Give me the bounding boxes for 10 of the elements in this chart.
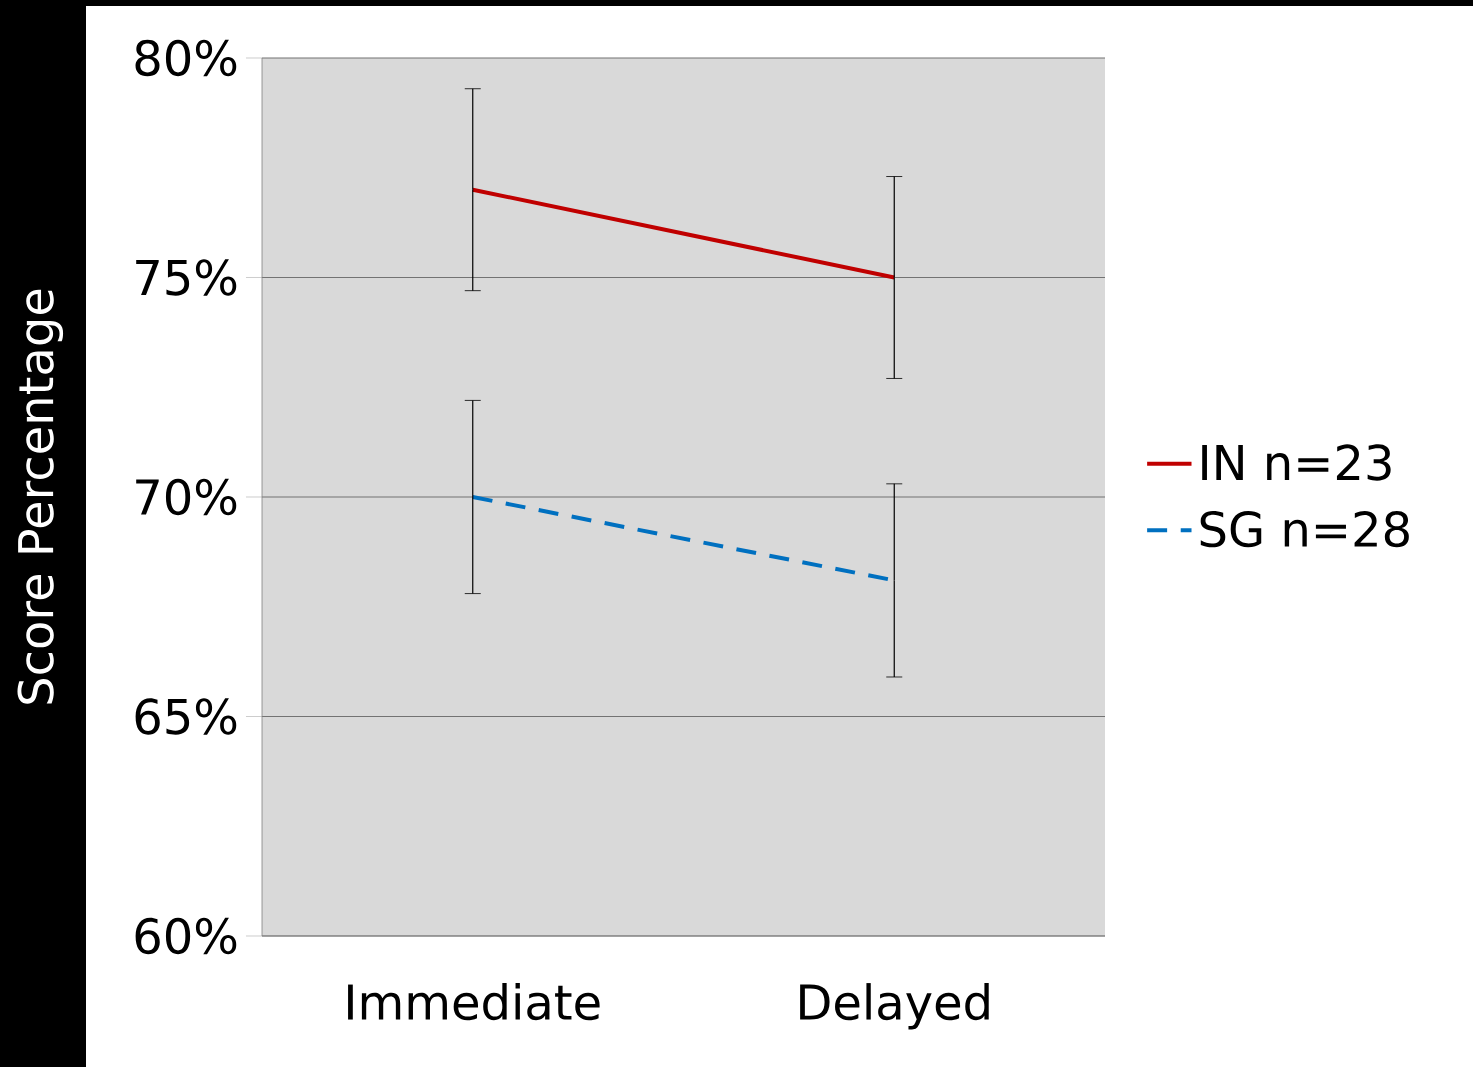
y-tick-label: 60% <box>135 917 237 955</box>
legend-label: SG n=28 <box>1200 510 1409 548</box>
legend-label: IN n=23 <box>1202 444 1391 481</box>
y-tick-label: 80% <box>135 39 237 77</box>
y-tick-label: 75% <box>136 259 237 296</box>
y-tick-label: 70% <box>136 478 237 516</box>
x-tick-label: Immediate <box>348 983 600 1021</box>
x-tick-label: Delayed <box>800 983 989 1030</box>
y-tick-label: 65% <box>135 698 237 735</box>
y-axis-title: Score Percentage <box>17 289 64 704</box>
